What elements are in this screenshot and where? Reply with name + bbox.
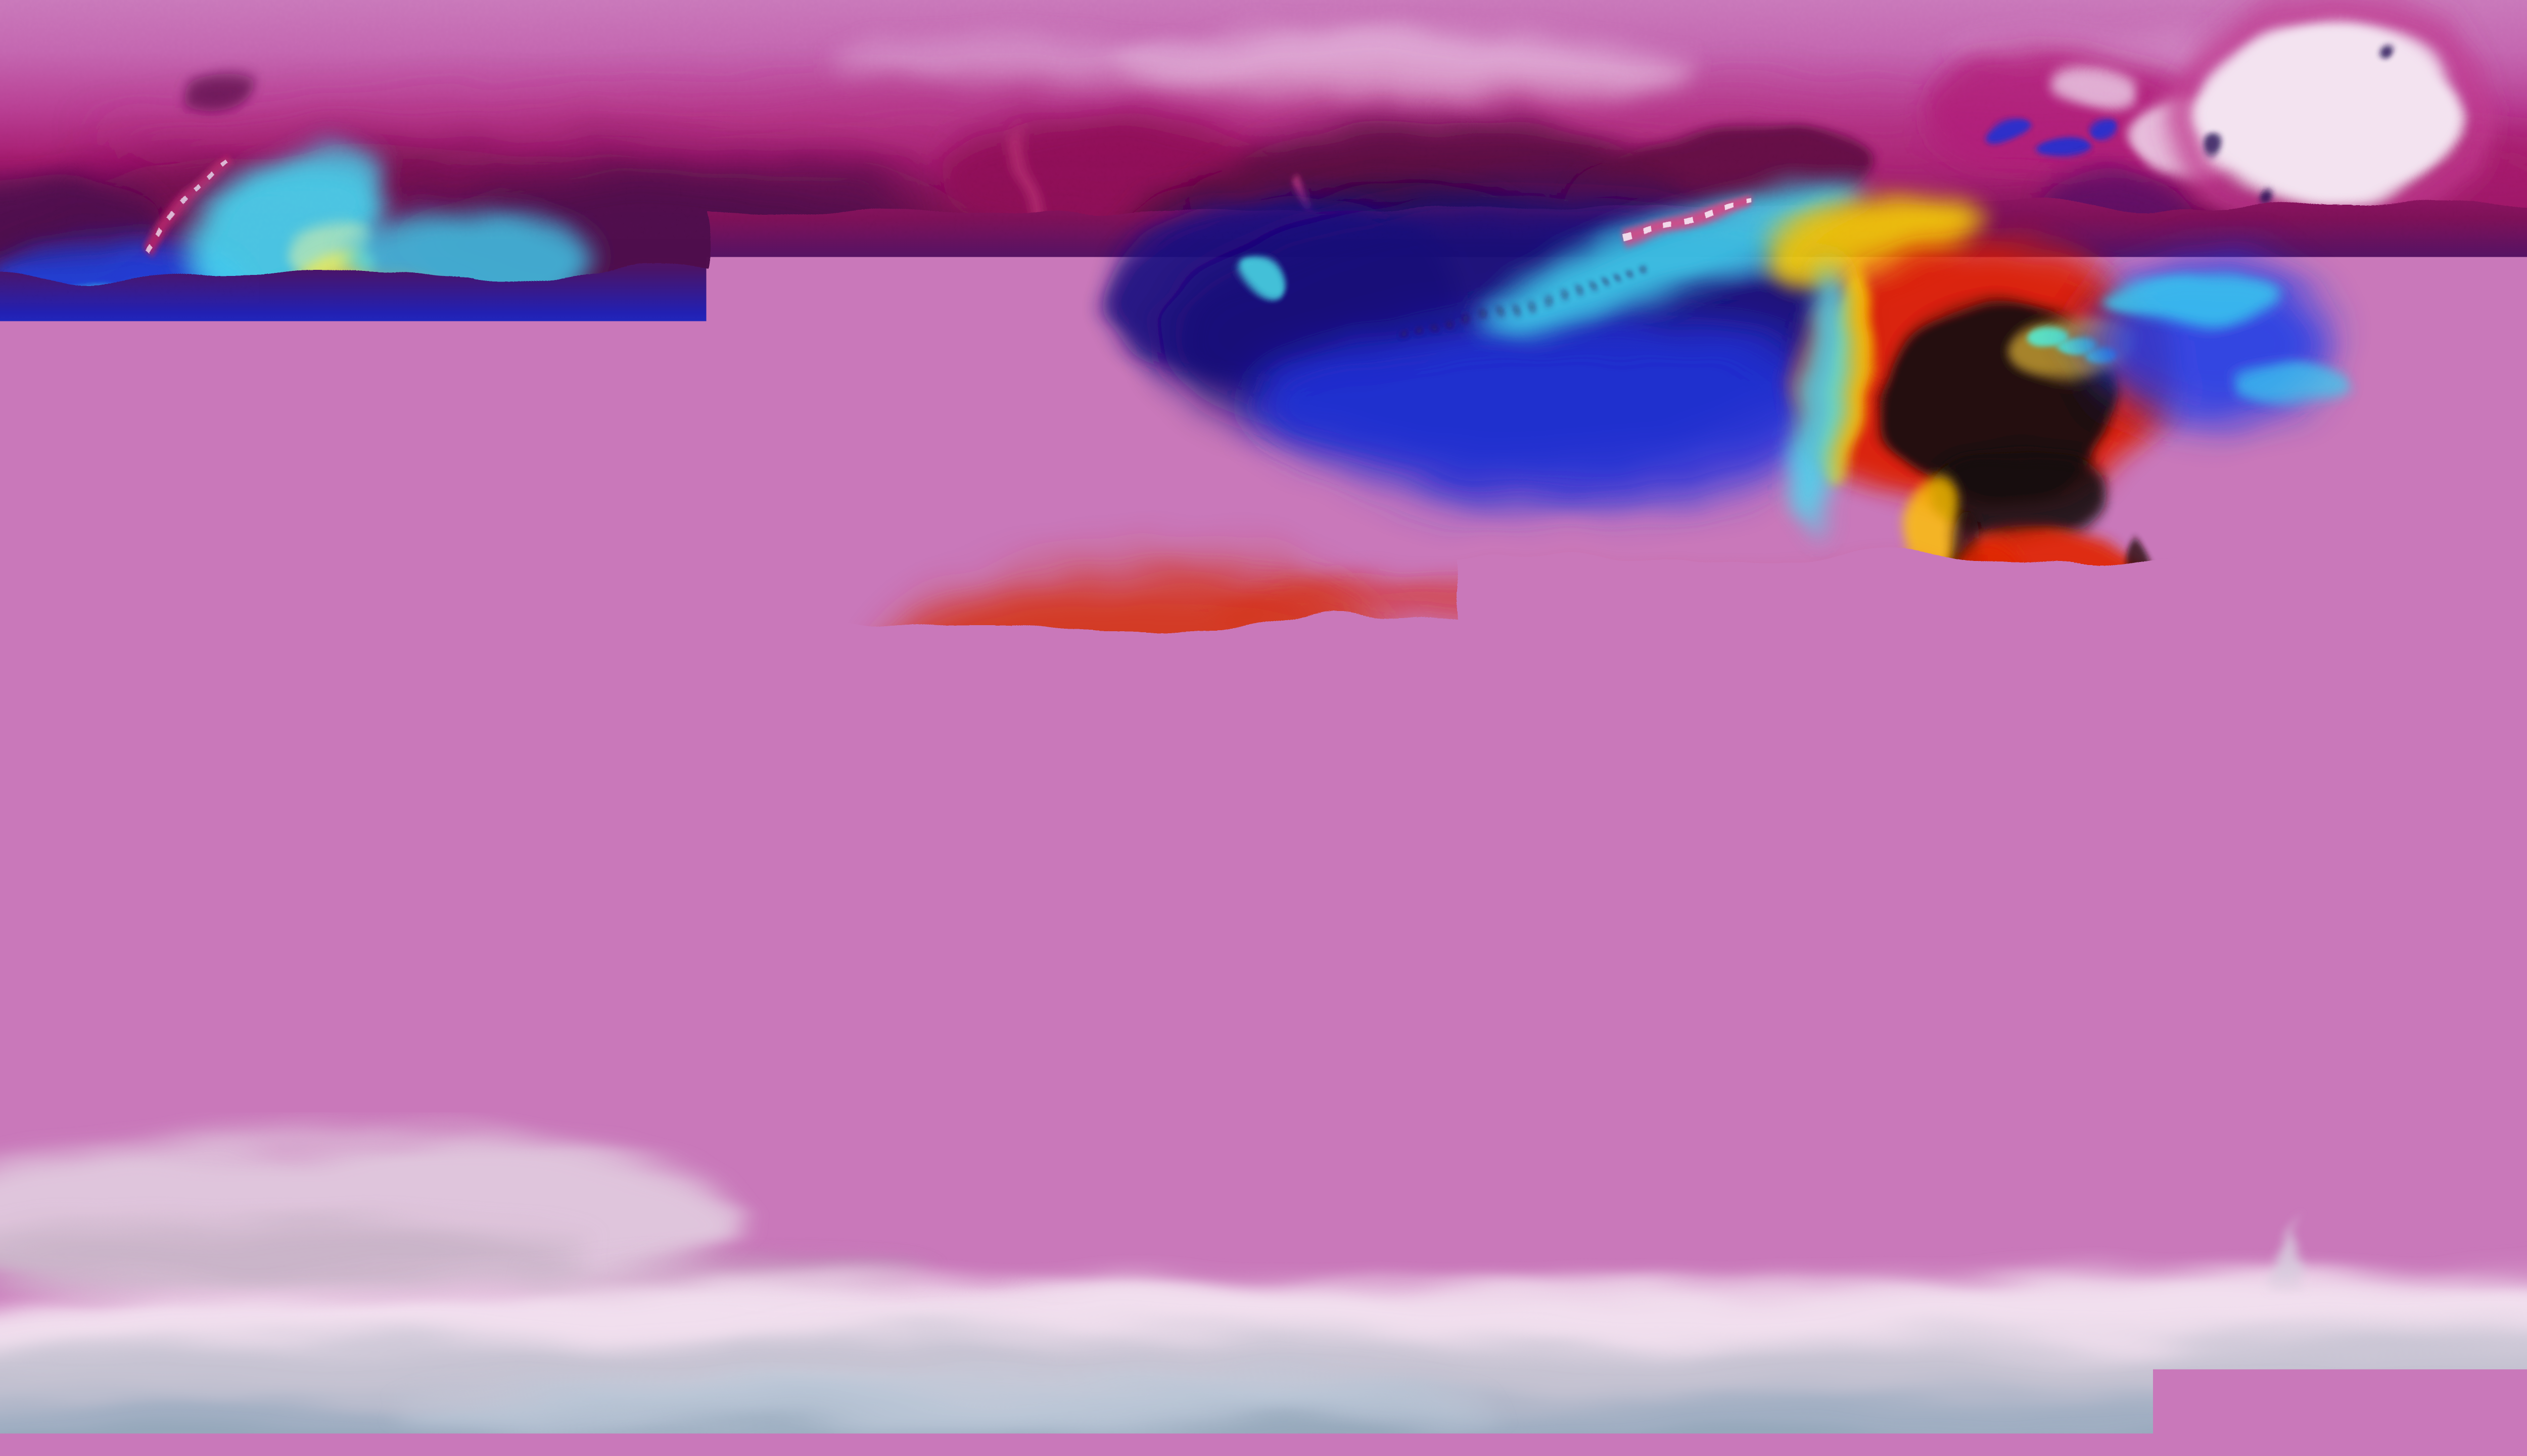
global-temperature-map	[0, 0, 2527, 1456]
world-heatmap-canvas	[0, 0, 2527, 1456]
fine-grain-texture-overlay	[0, 0, 2527, 1456]
